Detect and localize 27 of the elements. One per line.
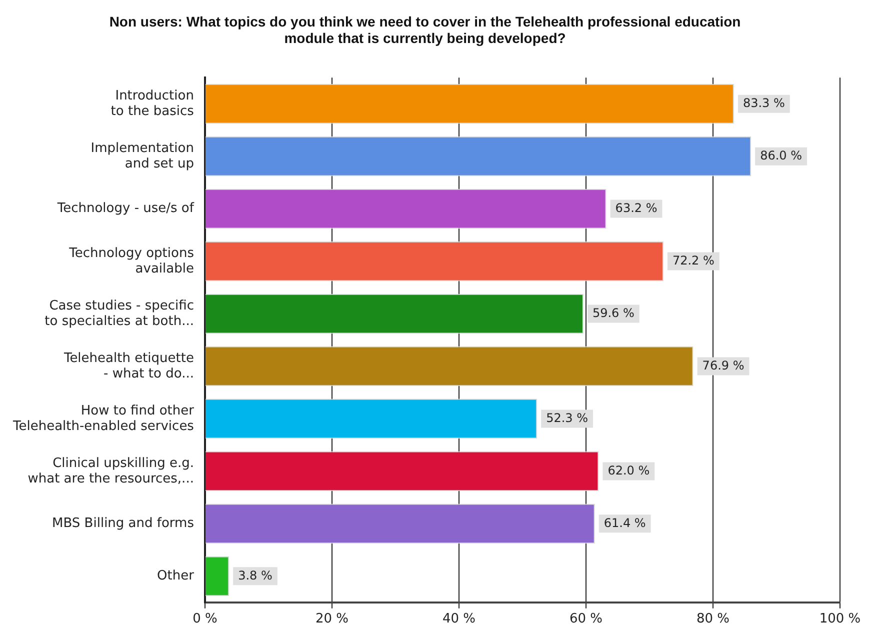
data-label: 83.3 % — [742, 96, 785, 110]
x-tick-label: 20 % — [315, 612, 348, 627]
y-tick-label: How to find other Telehealth-enabled services — [12, 403, 195, 434]
y-tick-label: Other — [157, 568, 195, 584]
x-tick-label: 0 % — [192, 612, 218, 627]
data-label: 59.6 % — [592, 306, 634, 320]
y-tick-label: Technology options available — [68, 246, 194, 276]
data-label: 86.0 % — [760, 148, 802, 162]
x-tick-label: 40 % — [442, 612, 476, 627]
data-label: 61.4 % — [604, 516, 646, 530]
y-tick-label: MBS Billing and forms — [52, 516, 194, 532]
y-tick-label: Implementation and set up — [90, 140, 194, 172]
data-label: 76.9 % — [702, 358, 744, 372]
x-tick-label: 80 % — [696, 612, 730, 627]
x-tick-label: 100 % — [819, 612, 861, 627]
y-tick-label: Technology - use/s of — [56, 201, 194, 216]
data-label: 3.8 % — [238, 568, 272, 582]
data-label: 52.3 % — [546, 410, 588, 425]
y-tick-label: Clinical upskilling e.g. what are the resources,... — [28, 456, 194, 486]
y-tick-label: Introduction to the basics — [110, 88, 194, 120]
data-label: 72.2 % — [672, 253, 714, 268]
data-label: 62.0 % — [608, 463, 650, 478]
data-label: 63.2 % — [615, 200, 658, 215]
y-tick-label: Case studies - specific to specialties at both... — [44, 298, 194, 329]
y-tick-label: Telehealth etiquette - what to do... — [62, 350, 194, 382]
x-tick-label: 60 % — [569, 612, 603, 627]
chart-title: Non users: What topics do you think we need to cover in the Telehealth professional education module that is currently being developed? — [109, 13, 741, 46]
